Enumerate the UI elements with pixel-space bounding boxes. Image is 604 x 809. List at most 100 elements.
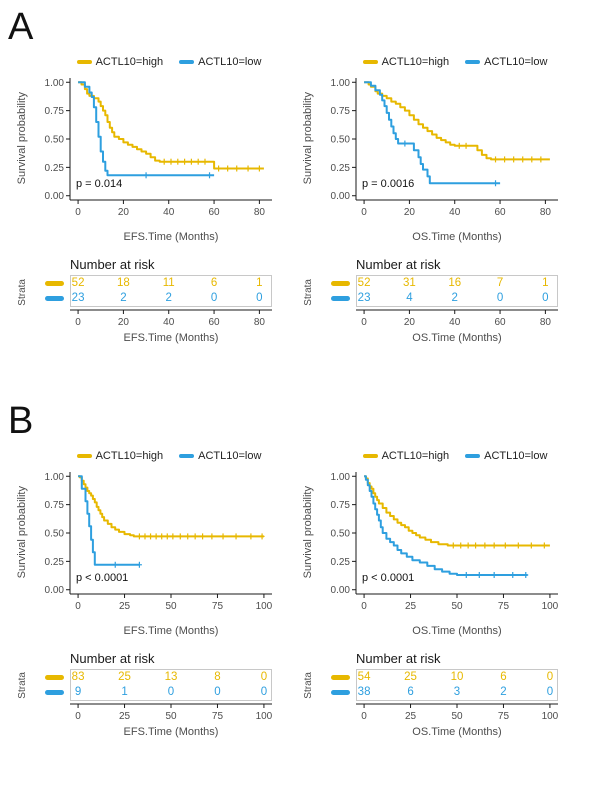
y-tick-label: 0.50: [45, 134, 65, 145]
y-tick-label: 0.00: [331, 191, 351, 202]
risk-table-title: Number at risk: [70, 256, 155, 272]
survival-curve-low: [364, 475, 528, 576]
risk-count-low: 2: [165, 291, 172, 304]
risk-table-rows: 54 25 10 6 0 38 6 3 2 0: [316, 668, 568, 703]
legend-item-low: ACTL10=low: [179, 56, 261, 68]
risk-count-low: 23: [71, 291, 85, 304]
legend-key-high-icon: [76, 59, 92, 64]
risk-count-low: 0: [214, 685, 221, 698]
x-axis-label: OS.Time (Months): [412, 624, 502, 637]
x-axis-label: EFS.Time (Months): [123, 725, 219, 738]
risk-count-high: 6: [210, 276, 218, 289]
x-tick-label: 100: [542, 601, 559, 612]
risk-count-high: 52: [71, 276, 85, 289]
risk-table-b-efs: Number at risk Strata 83 25 13 8 0 9 1 0 0 0 0 25 5…: [14, 651, 282, 738]
pvalue-text: p = 0.0016: [362, 177, 415, 190]
panel-a-plots: ACTL10=high ACTL10=low Survival probabil…: [0, 48, 604, 243]
risk-x-axis: 0 25 50 75 100: [70, 703, 273, 722]
legend-item-high: ACTL10=high: [362, 56, 449, 68]
legend-key-high-icon: [76, 453, 92, 458]
x-axis-label: EFS.Time (Months): [123, 230, 219, 243]
risk-count-high: 0: [260, 670, 268, 683]
plot-legend: ACTL10=high ACTL10=low: [316, 450, 568, 462]
risk-count-high: 31: [403, 276, 416, 289]
strata-key-high-icon: [331, 280, 350, 286]
risk-x-tick-label: 75: [212, 711, 224, 722]
risk-count-low: 9: [74, 685, 82, 698]
km-plot-column-a-os: ACTL10=high ACTL10=low Survival probabil…: [300, 48, 568, 243]
risk-count-high: 0: [546, 670, 554, 683]
risk-table-panel: [70, 668, 272, 701]
risk-count-low: 0: [546, 685, 554, 698]
x-tick-label: 100: [256, 601, 273, 612]
legend-label-low: ACTL10=low: [484, 55, 548, 68]
x-axis-label: OS.Time (Months): [412, 331, 502, 344]
risk-count-high: 25: [118, 670, 131, 683]
survival-curve-high: [78, 475, 264, 538]
y-axis-label: Survival probability: [302, 91, 314, 185]
legend-item-low: ACTL10=low: [179, 450, 261, 462]
risk-count-low: 0: [210, 291, 218, 304]
risk-count-high: 54: [357, 670, 371, 683]
censor-marks-low: [112, 561, 142, 568]
censor-marks-high: [450, 542, 547, 549]
panel-a: A ACTL10=high ACTL10=low Survival probab…: [0, 4, 604, 344]
x-tick-label: 75: [498, 601, 510, 612]
risk-x-tick-label: 0: [361, 317, 367, 328]
legend-label-high: ACTL10=high: [95, 449, 164, 462]
risk-table-a-os: Number at risk Strata 52 31 16 7 1 23 4 2 0 0 0 20…: [300, 257, 568, 344]
y-tick-label: 0.75: [45, 500, 65, 511]
risk-count-low: 3: [453, 685, 461, 698]
risk-count-high: 10: [450, 670, 464, 683]
pvalue-text: p < 0.0001: [76, 571, 129, 584]
risk-table-title: Number at risk: [356, 256, 441, 272]
risk-x-tick-label: 75: [498, 711, 510, 722]
pvalue-text: p < 0.0001: [362, 571, 415, 584]
km-plot-column-a-efs: ACTL10=high ACTL10=low Survival probabil…: [14, 48, 282, 243]
y-tick-label: 0.50: [45, 528, 65, 539]
pvalue-text: p = 0.014: [76, 177, 123, 190]
x-axis-label: EFS.Time (Months): [123, 331, 219, 344]
y-tick-label: 0.50: [331, 528, 351, 539]
y-axis-label-wrap: Survival probability: [14, 70, 30, 230]
legend-label-high: ACTL10=high: [95, 55, 164, 68]
risk-x-tick-label: 40: [163, 317, 175, 328]
survival-curve-low: [78, 475, 140, 566]
risk-table-rows: 52 18 11 6 1 23 2 2 0 0: [30, 274, 282, 309]
risk-count-high: 25: [404, 670, 417, 683]
legend-label-low: ACTL10=low: [484, 449, 548, 462]
risk-table-title: Number at risk: [70, 650, 155, 666]
panel-b-risk-tables: Number at risk Strata 83 25 13 8 0 9 1 0 0 0 0 25 5…: [0, 651, 604, 738]
legend-key-low-icon: [179, 59, 195, 64]
x-tick-label: 50: [165, 601, 177, 612]
x-axis-label: OS.Time (Months): [412, 230, 502, 243]
strata-axis-label-wrap: Strata: [300, 669, 316, 703]
strata-key-low-icon: [331, 295, 350, 301]
strata-axis-label-wrap: Strata: [14, 669, 30, 703]
strata-key-high-icon: [45, 280, 64, 286]
y-tick-label: 0.50: [331, 134, 351, 145]
panel-label-b: B: [8, 399, 34, 442]
x-tick-label: 80: [254, 207, 266, 218]
risk-count-low: 2: [451, 291, 458, 304]
km-plot-column-b-efs: ACTL10=high ACTL10=low Survival probabil…: [14, 442, 282, 637]
x-tick-label: 25: [405, 601, 417, 612]
censor-marks-low: [463, 571, 529, 578]
y-tick-label: 0.00: [331, 585, 351, 596]
survival-curve-high: [78, 81, 264, 170]
risk-count-low: 2: [120, 291, 127, 304]
x-tick-label: 60: [494, 207, 506, 218]
y-axis-label-wrap: Survival probability: [300, 464, 316, 624]
risk-count-low: 6: [407, 685, 414, 698]
risk-x-tick-label: 50: [451, 711, 463, 722]
risk-x-tick-label: 25: [405, 711, 417, 722]
risk-count-low: 0: [256, 291, 263, 304]
strata-key-low-icon: [331, 689, 350, 695]
y-tick-label: 1.00: [331, 78, 351, 89]
x-tick-label: 80: [540, 207, 552, 218]
x-tick-label: 0: [75, 207, 81, 218]
y-tick-label: 0.25: [331, 163, 351, 174]
x-axis-label: OS.Time (Months): [412, 725, 502, 738]
y-tick-label: 0.00: [45, 191, 65, 202]
legend-key-low-icon: [179, 453, 195, 458]
